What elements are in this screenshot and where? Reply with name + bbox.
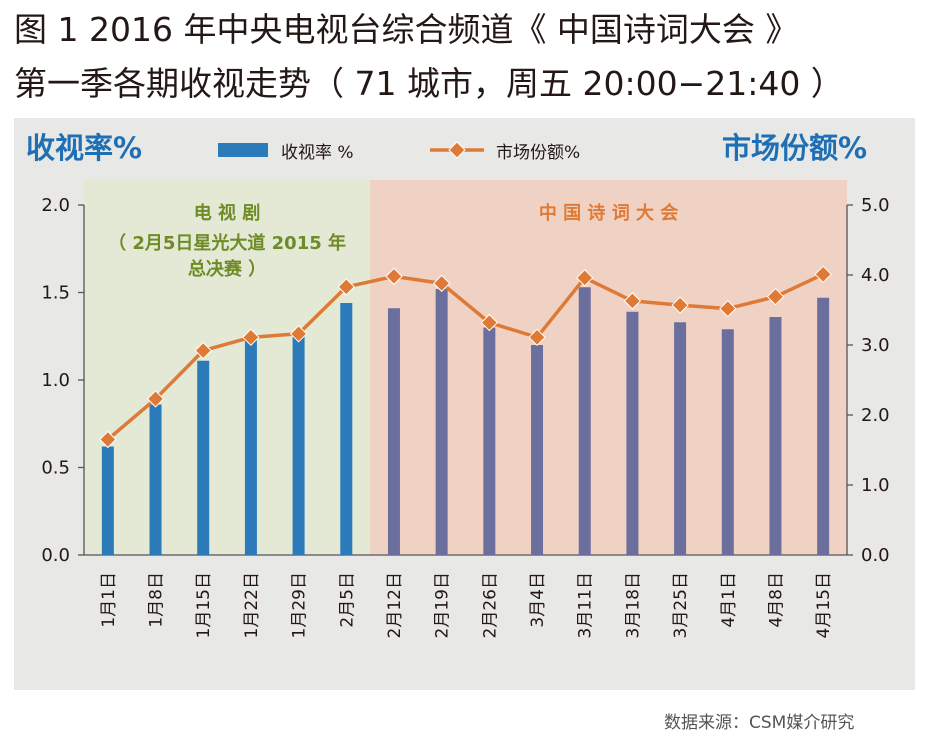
region-sublabel-0-2: 总决赛 ） bbox=[188, 258, 266, 280]
data-source-note: 数据来源：CSM媒介研究 bbox=[664, 713, 855, 733]
bar bbox=[197, 360, 210, 555]
left-tick-label: 0.0 bbox=[41, 545, 70, 566]
right-tick-label: 2.0 bbox=[861, 405, 890, 426]
share-point bbox=[528, 328, 546, 347]
bar bbox=[387, 308, 400, 555]
bar bbox=[483, 327, 496, 555]
bar bbox=[531, 345, 544, 555]
right-axis-title: 市场份额% bbox=[722, 131, 868, 165]
x-tick-label: 3月25日 bbox=[671, 572, 691, 638]
share-point bbox=[337, 278, 355, 296]
left-tick-label: 1.5 bbox=[41, 283, 70, 304]
x-tick-label: 1月15日 bbox=[194, 572, 214, 638]
share-point bbox=[623, 292, 642, 310]
share-point bbox=[766, 287, 785, 306]
bar bbox=[244, 338, 257, 555]
share-point bbox=[99, 430, 117, 449]
x-tick-label: 2月12日 bbox=[385, 572, 405, 638]
share-point bbox=[242, 328, 260, 347]
bar bbox=[292, 331, 305, 555]
region-label-1: 中 国 诗 词 大 会 bbox=[539, 202, 678, 224]
x-tick-label: 3月4日 bbox=[528, 572, 548, 628]
bar bbox=[101, 446, 114, 555]
share-point bbox=[719, 299, 737, 318]
share-point bbox=[814, 265, 832, 284]
share-line bbox=[106, 272, 824, 441]
x-tick-label: 2月19日 bbox=[433, 572, 453, 638]
share-point bbox=[146, 390, 165, 408]
legend-line-marker bbox=[448, 141, 466, 159]
left-tick-label: 0.5 bbox=[41, 458, 70, 479]
share-point bbox=[289, 325, 308, 343]
share-point bbox=[671, 296, 689, 314]
region-background-0 bbox=[84, 180, 371, 555]
share-point bbox=[194, 341, 212, 360]
left-tick-label: 1.0 bbox=[41, 370, 70, 391]
x-tick-label: 3月18日 bbox=[623, 572, 643, 638]
x-tick-label: 3月11日 bbox=[576, 572, 596, 638]
x-tick-label: 4月15日 bbox=[814, 572, 834, 638]
x-tick-label: 1月29日 bbox=[290, 572, 310, 638]
x-tick-label: 1月1日 bbox=[99, 572, 119, 628]
region-label-0: 电 视 剧 bbox=[194, 202, 261, 224]
share-point bbox=[385, 267, 403, 286]
bar bbox=[721, 329, 734, 555]
bar bbox=[578, 287, 591, 555]
x-tick-label: 1月8日 bbox=[147, 572, 167, 628]
left-tick-label: 2.0 bbox=[41, 195, 70, 216]
chart-title-line-1: 图 1 2016 年中央电视台综合频道《 中国诗词大会 》 bbox=[14, 10, 799, 49]
bar bbox=[817, 297, 830, 555]
left-axis-title: 收视率% bbox=[26, 131, 143, 165]
x-tick-label: 2月5日 bbox=[337, 572, 357, 628]
chart-title-line-2: 第一季各期收视走势（ 71 城市，周五 20:00−21:40 ） bbox=[14, 64, 844, 103]
right-tick-label: 1.0 bbox=[861, 475, 890, 496]
x-tick-label: 4月8日 bbox=[766, 572, 786, 628]
bar bbox=[435, 289, 448, 555]
bar bbox=[674, 322, 687, 555]
legend-line-label: 市场份额% bbox=[496, 143, 581, 163]
legend-bar-label: 收视率 % bbox=[281, 143, 354, 163]
share-point bbox=[432, 274, 451, 293]
right-tick-label: 5.0 bbox=[861, 195, 890, 216]
x-tick-label: 4月1日 bbox=[719, 572, 739, 628]
right-tick-label: 4.0 bbox=[861, 265, 890, 286]
x-tick-label: 2月26日 bbox=[480, 572, 500, 638]
region-sublabel-0-1: （ 2月5日星光大道 2015 年 bbox=[108, 232, 346, 254]
share-point bbox=[480, 313, 499, 332]
legend-bar-swatch bbox=[218, 143, 268, 157]
share-point bbox=[576, 269, 594, 287]
bar bbox=[340, 303, 353, 555]
region-background-1 bbox=[370, 180, 847, 555]
right-tick-label: 0.0 bbox=[861, 545, 890, 566]
bar bbox=[149, 404, 162, 555]
x-tick-label: 1月22日 bbox=[242, 572, 262, 638]
bar bbox=[626, 311, 639, 555]
bar bbox=[769, 317, 782, 555]
right-tick-label: 3.0 bbox=[861, 335, 890, 356]
